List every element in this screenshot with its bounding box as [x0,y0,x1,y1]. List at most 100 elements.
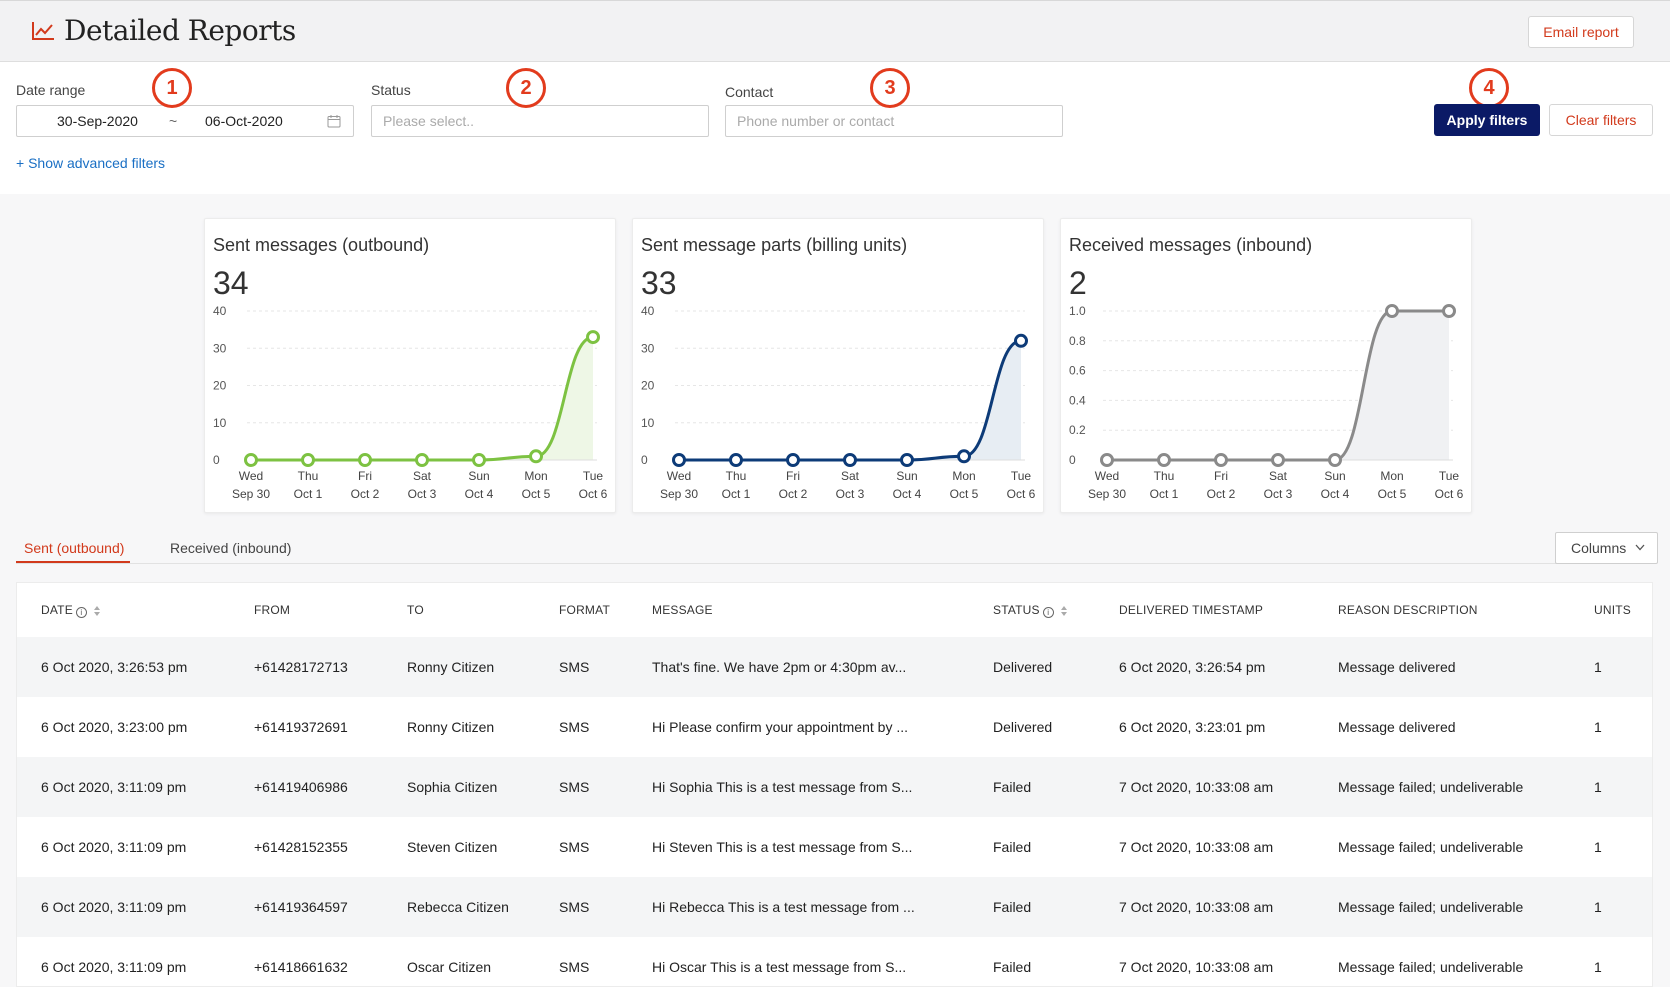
cell-delivered-timestamp: 7 Oct 2020, 10:33:08 am [1119,839,1274,855]
info-icon[interactable]: i [75,607,87,618]
x-tick-day: Sat [841,469,860,483]
contact-input[interactable]: Phone number or contact [725,105,1063,137]
sent-parts-chart: 0 10 20 30 40 Wed Sep 30 Thu Oct 1 Fri Oct 2 Sat Oct… [641,304,1036,501]
line-chart-icon [32,22,54,40]
y-tick-label: 0 [641,453,648,467]
table-row[interactable]: 6 Oct 2020, 3:11:09 pm +61418661632 Oscar … [17,937,1652,986]
chart-title: Received messages (inbound) [1069,235,1313,255]
x-tick-date: Oct 5 [950,487,979,501]
chevron-down-icon [1635,544,1645,551]
column-header-format: FORMAT [559,603,610,617]
x-tick-date: Oct 2 [351,487,380,501]
email-report-button[interactable]: Email report [1528,16,1634,48]
cell-message: That's fine. We have 2pm or 4:30pm av... [652,659,907,675]
cell-to: Steven Citizen [407,839,498,855]
x-tick-day: Sat [413,469,432,483]
data-point [1157,453,1171,467]
x-tick-date: Oct 6 [1007,487,1036,501]
x-tick-date: Oct 1 [294,487,323,501]
x-tick-day: Sun [896,469,917,483]
columns-button[interactable]: Columns [1555,532,1658,564]
info-icon[interactable]: i [1042,607,1054,618]
table-row[interactable]: 6 Oct 2020, 3:11:09 pm +61419406986 Sophia… [17,757,1652,817]
x-tick-date: Oct 4 [893,487,922,501]
cell-to: Ronny Citizen [407,659,495,675]
column-header-date[interactable]: DATE i [41,603,101,618]
calendar-icon[interactable] [327,114,341,128]
date-from-value[interactable]: 30-Sep-2020 [57,113,138,129]
y-tick-label: 30 [213,341,227,355]
status-label: Status [371,82,411,98]
chart-title: Sent messages (outbound) [213,235,430,255]
x-tick-day: Thu [1154,469,1175,483]
x-tick-day: Wed [1095,469,1119,483]
y-tick-label: 40 [641,304,655,318]
cell-status: Delivered [993,659,1053,675]
x-tick-day: Thu [726,469,747,483]
table-row[interactable]: 6 Oct 2020, 3:26:53 pm +61428172713 Ronny … [17,637,1652,697]
date-range-picker[interactable]: 30-Sep-2020 ~ 06-Oct-2020 [16,105,354,137]
cell-from: +61419364597 [254,899,348,915]
date-to-value[interactable]: 06-Oct-2020 [205,113,283,129]
y-tick-label: 1.0 [1069,304,1086,318]
cell-from: +61428152355 [254,839,348,855]
table-row[interactable]: 6 Oct 2020, 3:11:09 pm +61419364597 Rebecc… [17,877,1652,937]
column-header-status[interactable]: STATUS i [993,603,1068,618]
cell-format: SMS [559,719,590,735]
cell-reason-description: Message failed; undeliverable [1338,839,1524,855]
data-point [786,453,800,467]
table-header: DATE i FROM TO FORMAT MESSAGE STATUS i DEL… [17,583,1652,637]
data-point [586,330,600,345]
cell-units: 1 [1594,779,1602,795]
x-tick-day: Thu [298,469,319,483]
x-tick-date: Oct 5 [1378,487,1407,501]
chart-card-received-messages: 0 0.2 0.4 0.6 0.8 1.0 Wed Sep 30 Thu Oct 1 Fri Oct … [1060,218,1472,513]
cell-date: 6 Oct 2020, 3:11:09 pm [41,839,187,855]
x-tick-date: Sep 30 [660,487,698,501]
cell-from: +61419372691 [254,719,348,735]
x-tick-day: Wed [667,469,691,483]
clear-filters-button[interactable]: Clear filters [1549,104,1653,136]
annotation-badge-1: 1 [152,68,192,108]
cell-format: SMS [559,659,590,675]
status-select[interactable]: Please select.. [371,105,709,137]
tab-received-inbound[interactable]: Received (inbound) [170,540,292,556]
chart-total: 33 [641,265,677,301]
x-tick-date: Oct 4 [465,487,494,501]
cell-to: Oscar Citizen [407,959,492,975]
cell-status: Failed [993,899,1032,915]
cell-units: 1 [1594,719,1602,735]
cell-status: Failed [993,959,1032,975]
x-tick-date: Sep 30 [1088,487,1126,501]
data-point [244,453,258,467]
x-tick-day: Mon [952,469,975,483]
y-tick-label: 40 [213,304,227,318]
table-row[interactable]: 6 Oct 2020, 3:23:00 pm +61419372691 Ronny … [17,697,1652,757]
apply-filters-button[interactable]: Apply filters [1434,104,1540,136]
sort-icon[interactable] [93,605,101,617]
tab-sent-outbound[interactable]: Sent (outbound) [24,540,125,556]
contact-placeholder: Phone number or contact [737,113,895,129]
x-tick-date: Oct 2 [1207,487,1236,501]
data-point [729,453,743,467]
cell-status: Failed [993,839,1032,855]
table-row[interactable]: 6 Oct 2020, 3:11:09 pm +61428152355 Steven… [17,817,1652,877]
cell-message: Hi Please confirm your appointment by ..… [652,719,909,735]
x-tick-date: Oct 3 [1264,487,1293,501]
data-point [957,449,971,464]
chart-total: 2 [1069,265,1087,301]
cell-date: 6 Oct 2020, 3:23:00 pm [41,719,188,735]
page-title: Detailed Reports [64,14,296,47]
x-tick-date: Oct 3 [836,487,865,501]
tabs-divider [16,563,1653,564]
data-point [1271,453,1285,467]
active-tab-indicator [16,561,130,563]
show-advanced-filters-link[interactable]: + Show advanced filters [16,155,166,171]
y-tick-label: 0.6 [1069,364,1086,378]
sort-icon[interactable] [1060,605,1068,617]
x-tick-date: Oct 4 [1321,487,1350,501]
x-tick-day: Tue [583,469,604,483]
y-tick-label: 0 [1069,453,1076,467]
x-tick-day: Sat [1269,469,1288,483]
x-tick-date: Sep 30 [232,487,270,501]
